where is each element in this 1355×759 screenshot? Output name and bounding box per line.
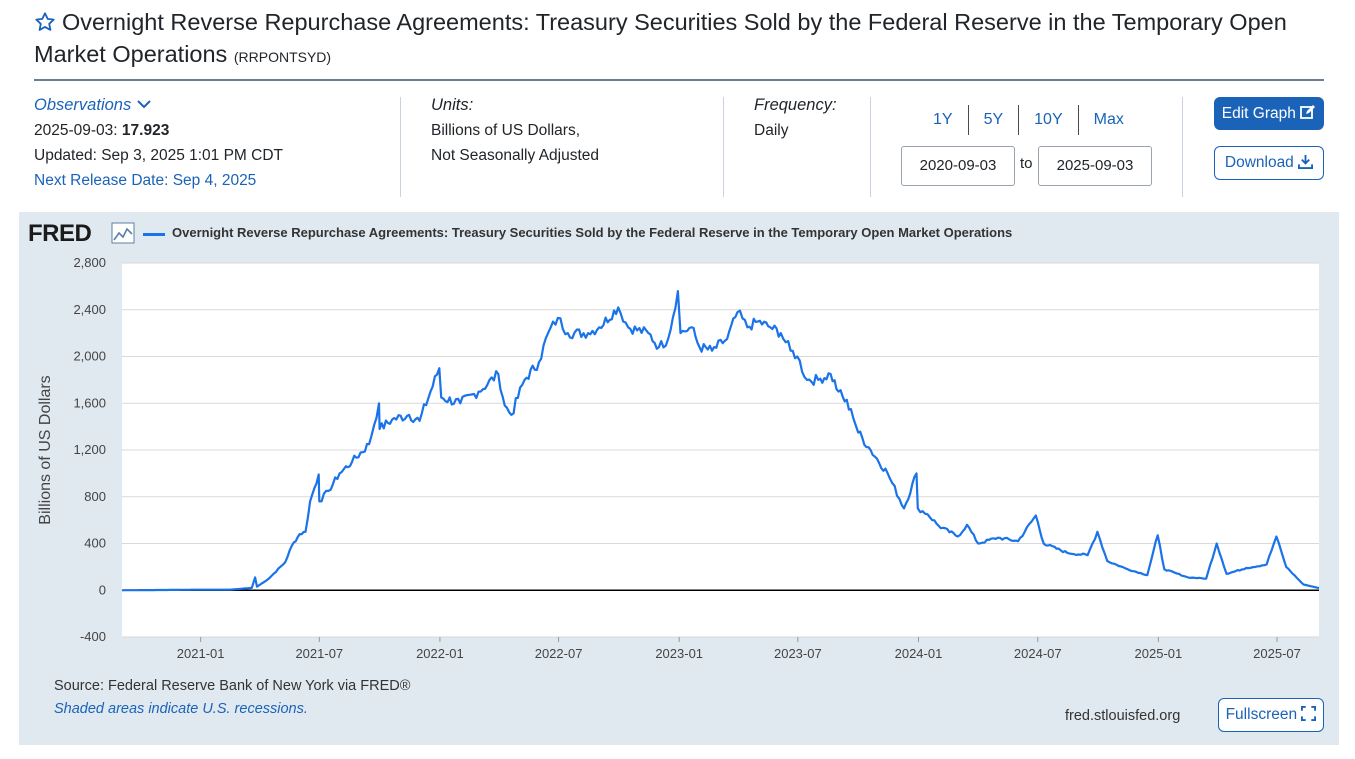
source-text: Source: Federal Reserve Bank of New York… (54, 678, 411, 694)
units-line-1: Billions of US Dollars, (431, 122, 581, 139)
range-5y-button[interactable]: 5Y (969, 105, 1020, 135)
divider (400, 97, 401, 197)
fullscreen-button[interactable]: Fullscreen (1218, 698, 1324, 732)
range-max-button[interactable]: Max (1093, 111, 1124, 128)
y-tick-label: 800 (84, 489, 106, 504)
divider (1182, 97, 1183, 197)
y-tick-label: 2,400 (73, 302, 106, 317)
units-label: Units: (431, 96, 474, 114)
x-tick-label: 2025-07 (1253, 646, 1301, 661)
to-label: to (1020, 155, 1033, 172)
x-tick-label: 2021-07 (295, 646, 343, 661)
download-label: Download (1224, 154, 1294, 171)
y-tick-label: 0 (99, 582, 106, 597)
x-tick-label: 2024-01 (895, 646, 943, 661)
fullscreen-label: Fullscreen (1225, 706, 1298, 723)
recession-note-link[interactable]: Shaded areas indicate U.S. recessions. (54, 701, 308, 717)
series-id: (RRPONTSYD) (233, 49, 332, 65)
x-tick-label: 2022-01 (416, 646, 464, 661)
fullscreen-icon (1301, 706, 1317, 721)
range-10y-button[interactable]: 10Y (1019, 105, 1079, 135)
divider (723, 97, 724, 197)
series-line (121, 290, 1320, 592)
y-tick-label: 2,000 (73, 349, 106, 364)
y-tick-label: 1,600 (73, 395, 106, 410)
range-1y-button[interactable]: 1Y (918, 105, 969, 135)
units-line-2: Not Seasonally Adjusted (431, 147, 600, 164)
observation-date: 2025-09-03: (34, 122, 118, 139)
download-button[interactable]: Download (1214, 146, 1324, 180)
frequency-label: Frequency: (754, 96, 837, 114)
observations-dropdown[interactable]: Observations (34, 93, 283, 118)
observations-heading: Observations (34, 96, 132, 114)
header-divider (34, 79, 1324, 81)
x-tick-label: 2021-01 (177, 646, 225, 661)
end-date-input[interactable]: 2025-09-03 (1038, 146, 1152, 186)
next-release-link[interactable]: Next Release Date: Sep 4, 2025 (34, 172, 257, 189)
page-header: Overnight Reverse Repurchase Agreements:… (34, 8, 1324, 72)
x-tick-label: 2022-07 (535, 646, 583, 661)
y-tick-label: 400 (84, 536, 106, 551)
x-tick-label: 2023-07 (774, 646, 822, 661)
latest-observation: 2025-09-03: 17.923 (34, 118, 283, 143)
star-icon[interactable] (34, 11, 56, 40)
updated-text: Updated: Sep 3, 2025 1:01 PM CDT (34, 147, 284, 164)
download-icon (1298, 154, 1314, 169)
observations-block: Observations 2025-09-03: 17.923 Updated:… (34, 93, 283, 193)
y-tick-label: 2,800 (73, 255, 106, 270)
frequency-value: Daily (754, 122, 789, 139)
y-tick-label: 1,200 (73, 442, 106, 457)
page-title: Overnight Reverse Repurchase Agreements:… (34, 8, 1324, 72)
divider (870, 97, 871, 197)
observation-value: 17.923 (121, 122, 170, 139)
title-text: Overnight Reverse Repurchase Agreements:… (34, 9, 1287, 67)
y-tick-label: -400 (80, 629, 106, 644)
range-buttons: 1Y 5Y 10Y Max (918, 105, 1139, 135)
chevron-down-icon (137, 100, 151, 109)
chart-icon (111, 222, 135, 244)
frequency-block: Frequency: Daily (754, 93, 837, 143)
site-url: fred.stlouisfed.org (1065, 708, 1181, 724)
units-block: Units: Billions of US Dollars, Not Seaso… (431, 93, 599, 168)
edit-graph-button[interactable]: Edit Graph (1214, 97, 1324, 130)
legend-swatch (143, 233, 165, 236)
edit-graph-label: Edit Graph (1221, 105, 1296, 122)
edit-icon (1300, 105, 1316, 119)
start-date-input[interactable]: 2020-09-03 (901, 146, 1015, 186)
x-tick-label: 2025-01 (1135, 646, 1183, 661)
legend-label: Overnight Reverse Repurchase Agreements:… (172, 225, 1013, 240)
fred-logo: FRED (28, 220, 92, 247)
x-tick-label: 2023-01 (655, 646, 703, 661)
x-tick-label: 2024-07 (1014, 646, 1062, 661)
